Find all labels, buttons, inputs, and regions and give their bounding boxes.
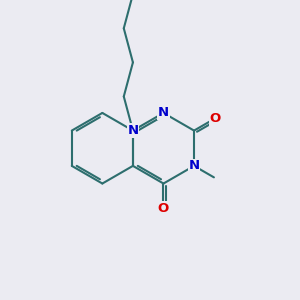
Text: N: N bbox=[128, 124, 139, 137]
Text: O: O bbox=[210, 112, 221, 125]
Text: N: N bbox=[188, 159, 200, 172]
Text: O: O bbox=[158, 202, 169, 215]
Text: N: N bbox=[158, 106, 169, 119]
